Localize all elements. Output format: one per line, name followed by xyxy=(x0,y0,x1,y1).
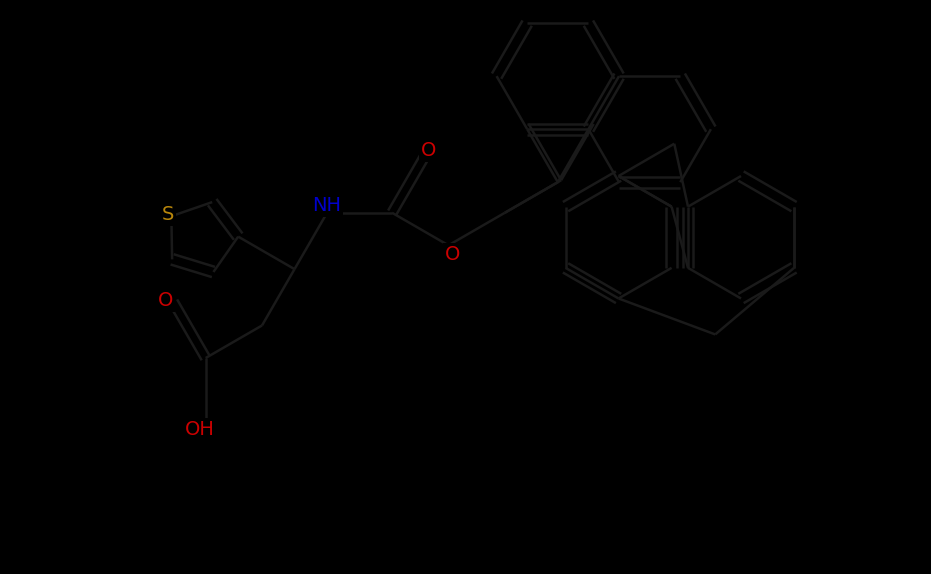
Text: O: O xyxy=(445,245,460,264)
Text: NH: NH xyxy=(313,196,342,215)
Text: OH: OH xyxy=(184,420,214,439)
Text: O: O xyxy=(157,290,173,309)
Text: O: O xyxy=(421,141,436,160)
Text: S: S xyxy=(161,205,174,224)
